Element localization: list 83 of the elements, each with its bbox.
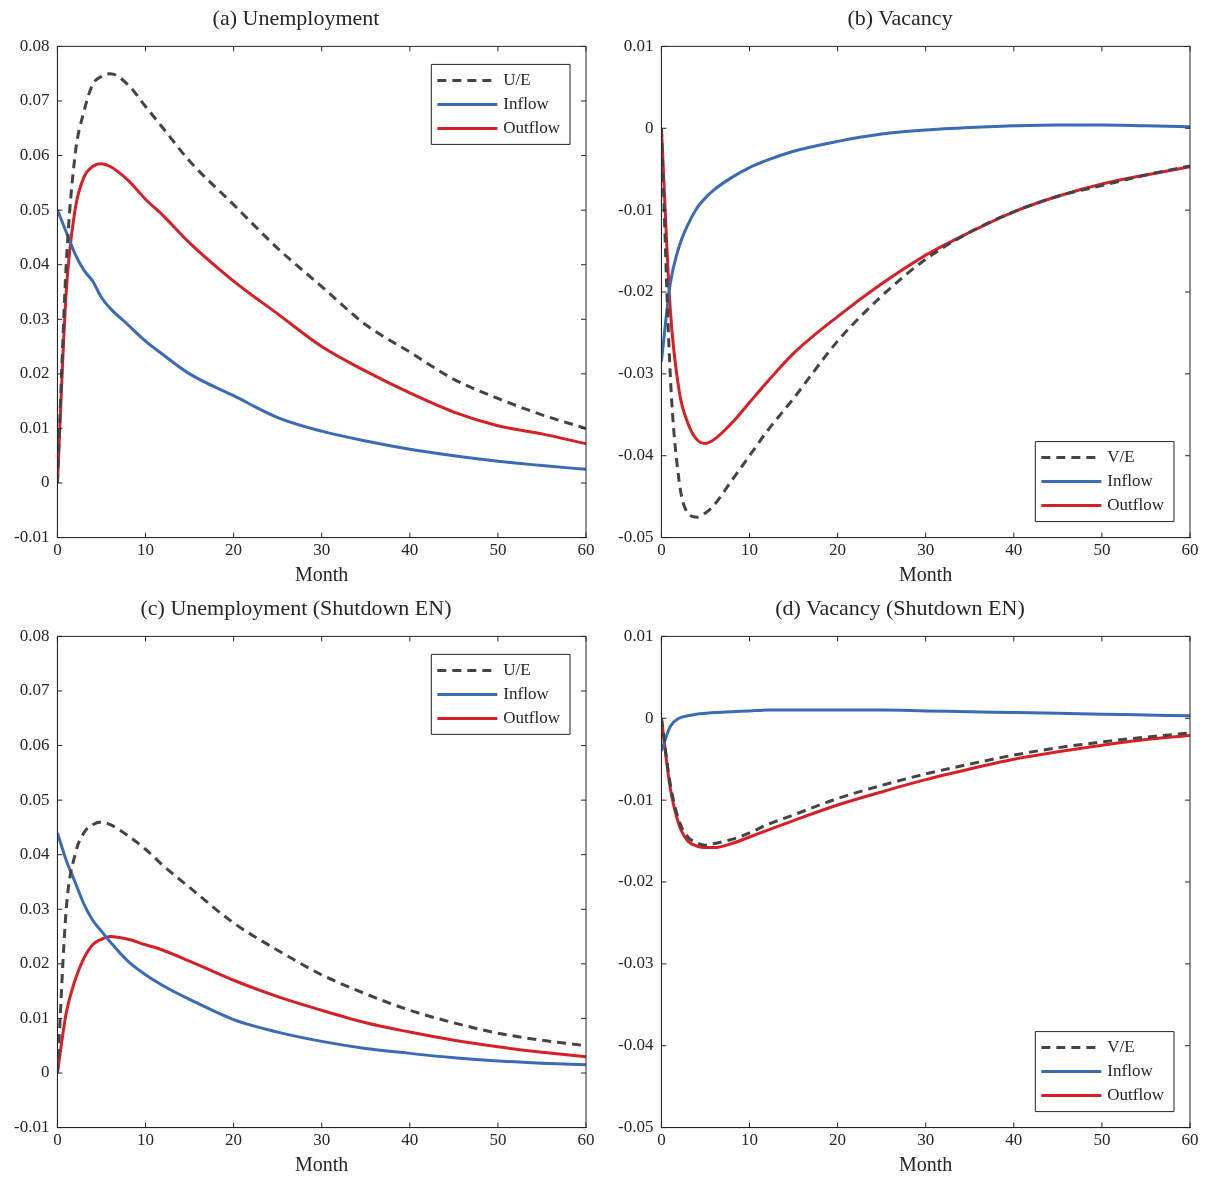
y-tick-label: 0.01 (623, 625, 654, 645)
y-tick-label: 0.05 (19, 789, 50, 809)
chart-title: (b) Vacancy (847, 4, 953, 30)
y-tick-label: 0 (40, 1062, 50, 1082)
legend-label: V/E (1107, 1037, 1135, 1057)
y-tick-label: 0.05 (19, 199, 50, 219)
x-tick-label: 40 (1005, 540, 1023, 560)
x-tick-label: 40 (401, 540, 419, 560)
y-tick-label: 0 (644, 117, 654, 137)
y-tick-label: -0.05 (617, 1117, 654, 1137)
x-tick-label: 10 (137, 1130, 155, 1150)
x-axis-title: Month (899, 563, 953, 586)
line-series (661, 708, 1190, 753)
y-tick-label: -0.04 (617, 1035, 654, 1055)
x-tick-label: 20 (225, 540, 243, 560)
y-tick-label: -0.04 (617, 445, 654, 465)
x-tick-label: 30 (917, 540, 935, 560)
y-tick-label: -0.01 (617, 199, 654, 219)
x-axis-title: Month (899, 1153, 953, 1176)
chart-title: (a) Unemployment (212, 4, 380, 30)
y-tick-label: -0.02 (617, 871, 654, 891)
y-tick-label: 0.07 (19, 90, 50, 110)
x-tick-label: 30 (917, 1130, 935, 1150)
line-series (57, 72, 586, 485)
x-tick-label: 40 (401, 1130, 419, 1150)
x-tick-label: 60 (577, 1130, 595, 1150)
y-tick-label: 0.01 (19, 417, 50, 437)
legend-label: Outflow (503, 707, 561, 727)
y-tick-label: 0.04 (19, 254, 50, 274)
y-tick-label: 0.08 (19, 35, 50, 55)
legend-label: U/E (503, 659, 531, 679)
x-tick-label: 30 (313, 540, 331, 560)
x-tick-label: 50 (1093, 1130, 1111, 1150)
x-tick-label: 20 (829, 540, 847, 560)
y-tick-label: -0.05 (617, 527, 654, 547)
y-tick-label: 0 (40, 472, 50, 492)
x-tick-label: 30 (313, 1130, 331, 1150)
x-tick-label: 10 (137, 540, 155, 560)
x-tick-label: 10 (741, 540, 759, 560)
x-tick-label: 60 (1181, 1130, 1199, 1150)
y-tick-label: 0.04 (19, 844, 50, 864)
legend-label: Inflow (503, 93, 550, 113)
x-tick-label: 50 (1093, 540, 1111, 560)
legend-label: Inflow (503, 683, 550, 703)
legend-label: Inflow (1107, 1061, 1154, 1081)
y-tick-label: 0.07 (19, 680, 50, 700)
x-axis-title: Month (295, 1153, 349, 1176)
chart-title: (d) Vacancy (Shutdown EN) (775, 594, 1025, 620)
x-tick-label: 60 (577, 540, 595, 560)
line-series (661, 123, 1190, 364)
y-tick-label: -0.03 (617, 953, 654, 973)
y-tick-label: 0.03 (19, 898, 50, 918)
legend-label: Outflow (1107, 495, 1165, 515)
legend-label: Inflow (1107, 471, 1154, 491)
x-tick-label: 40 (1005, 1130, 1023, 1150)
x-tick-label: 50 (489, 1130, 507, 1150)
line-series (57, 208, 586, 471)
x-tick-label: 60 (1181, 540, 1199, 560)
x-tick-label: 50 (489, 540, 507, 560)
x-axis-title: Month (295, 563, 349, 586)
legend-label: V/E (1107, 447, 1135, 467)
y-tick-label: -0.03 (617, 363, 654, 383)
legend-label: Outflow (1107, 1085, 1165, 1105)
y-tick-label: 0.01 (19, 1007, 50, 1027)
x-tick-label: 10 (741, 1130, 759, 1150)
x-tick-label: 20 (829, 1130, 847, 1150)
y-tick-label: -0.01 (13, 527, 50, 547)
y-tick-label: -0.01 (617, 789, 654, 809)
y-tick-label: 0.06 (19, 735, 50, 755)
x-tick-label: 20 (225, 1130, 243, 1150)
y-tick-label: 0.03 (19, 308, 50, 328)
y-tick-label: 0.08 (19, 625, 50, 645)
y-tick-label: 0.02 (19, 363, 50, 383)
y-tick-label: -0.01 (13, 1117, 50, 1137)
legend-label: U/E (503, 69, 531, 89)
y-tick-label: 0.02 (19, 953, 50, 973)
line-series (661, 126, 1190, 519)
y-tick-label: -0.02 (617, 281, 654, 301)
legend-label: Outflow (503, 117, 561, 137)
y-tick-label: 0.06 (19, 145, 50, 165)
y-tick-label: 0 (644, 707, 654, 727)
y-tick-label: 0.01 (623, 35, 654, 55)
chart-title: (c) Unemployment (Shutdown EN) (140, 594, 452, 620)
